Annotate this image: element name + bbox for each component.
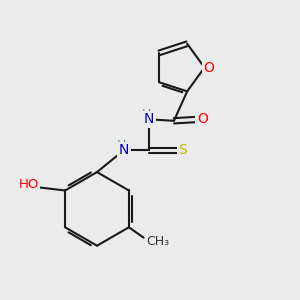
Text: HO: HO xyxy=(18,178,39,190)
Text: O: O xyxy=(203,61,214,75)
Text: N: N xyxy=(119,143,129,157)
Text: O: O xyxy=(197,112,208,126)
Text: CH₃: CH₃ xyxy=(146,235,170,248)
Text: H: H xyxy=(142,108,151,122)
Text: S: S xyxy=(178,143,187,157)
Text: N: N xyxy=(144,112,154,126)
Text: H: H xyxy=(117,139,126,152)
